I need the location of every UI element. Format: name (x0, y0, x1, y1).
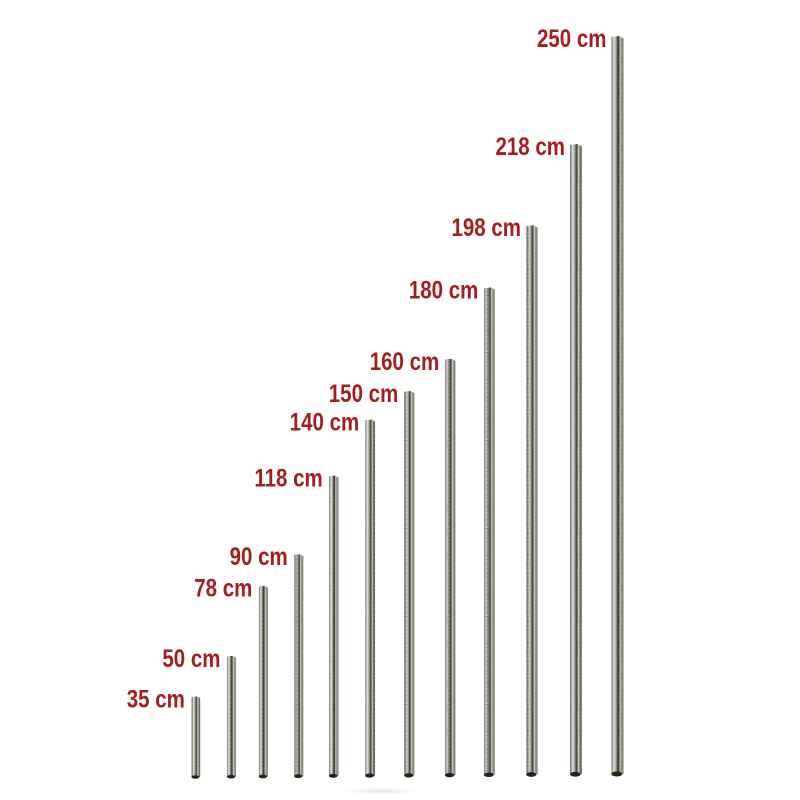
svg-text:118 cm: 118 cm (254, 464, 322, 492)
svg-text:150 cm: 150 cm (329, 379, 399, 407)
svg-text:180 cm: 180 cm (409, 275, 479, 303)
svg-text:218 cm: 218 cm (495, 132, 565, 160)
svg-text:198 cm: 198 cm (451, 213, 521, 241)
svg-text:250 cm: 250 cm (537, 24, 607, 52)
svg-text:78 cm: 78 cm (194, 574, 252, 602)
svg-text:90 cm: 90 cm (230, 542, 288, 570)
svg-text:140 cm: 140 cm (290, 408, 360, 436)
svg-text:35 cm: 35 cm (127, 684, 185, 712)
svg-text:160 cm: 160 cm (370, 347, 440, 375)
svg-text:50 cm: 50 cm (162, 644, 220, 672)
